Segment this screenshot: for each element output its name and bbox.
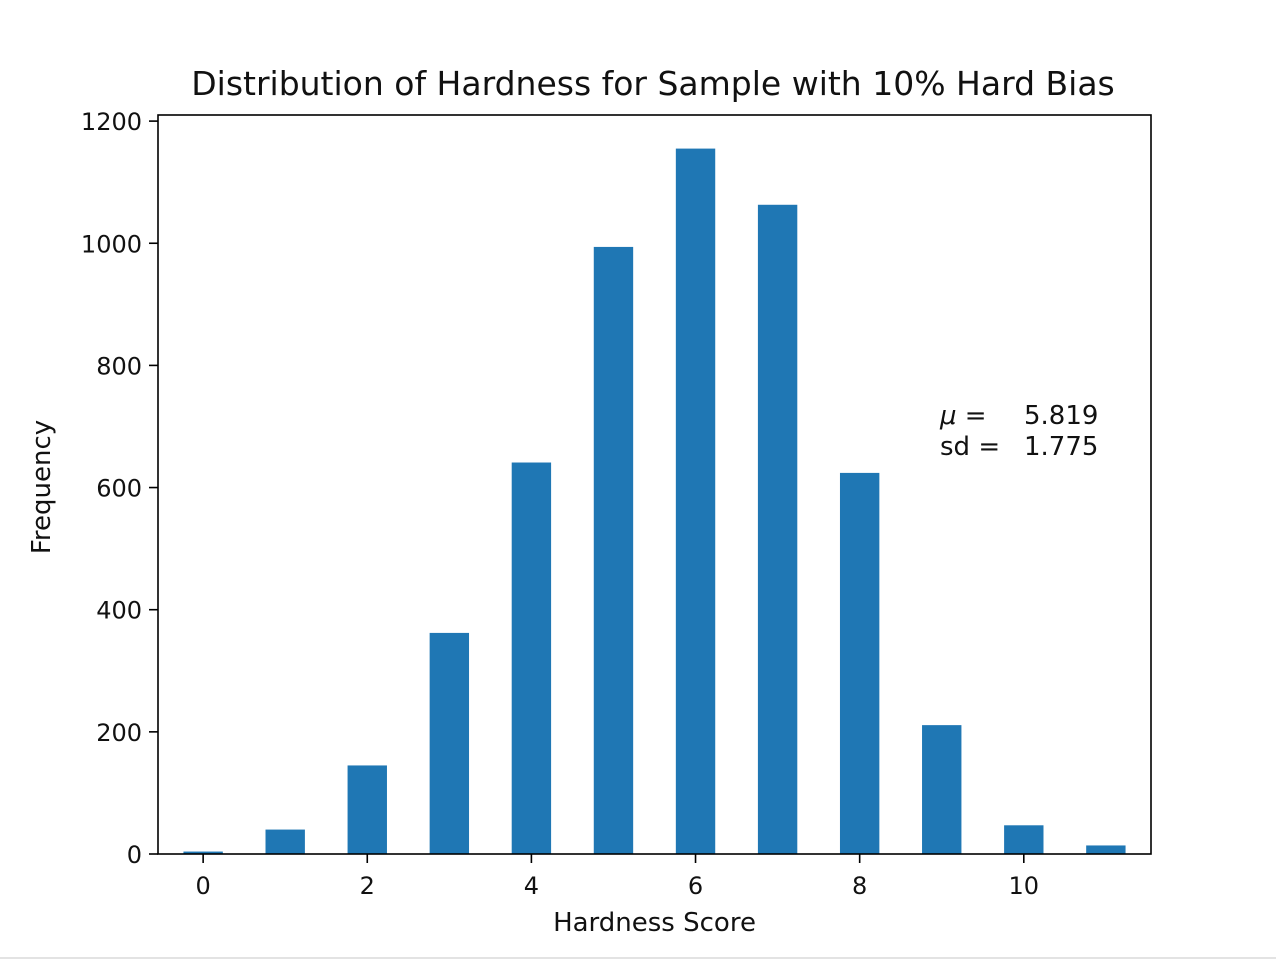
bar-11 <box>1086 845 1126 854</box>
y-tick-label-0: 0 <box>127 841 142 869</box>
y-tick-label-800: 800 <box>96 352 142 380</box>
x-tick-label-8: 8 <box>852 872 867 900</box>
bar-0 <box>183 851 223 854</box>
bar-8 <box>839 472 880 854</box>
bar-7 <box>757 204 798 854</box>
x-tick-label-2: 2 <box>360 872 375 900</box>
bar-5 <box>593 246 634 854</box>
bottom-divider <box>0 957 1276 959</box>
x-tick-label-6: 6 <box>688 872 703 900</box>
y-tick-label-200: 200 <box>96 719 142 747</box>
x-axis-label: Hardness Score <box>553 908 756 938</box>
y-axis-ticks: 0 200 400 600 800 1000 1200 <box>81 108 158 869</box>
bar-3 <box>429 632 470 854</box>
y-axis-label: Frequency <box>27 420 57 554</box>
y-tick-label-400: 400 <box>96 597 142 625</box>
x-tick-label-10: 10 <box>1009 872 1040 900</box>
x-tick-label-4: 4 <box>524 872 539 900</box>
bar-4 <box>511 462 552 854</box>
y-tick-label-1200: 1200 <box>81 108 142 136</box>
mu-value: 5.819 <box>1024 401 1098 431</box>
bar-6 <box>675 148 716 854</box>
sd-value: 1.775 <box>1024 432 1098 462</box>
bars-group <box>183 148 1126 854</box>
chart-title: Distribution of Hardness for Sample with… <box>191 64 1114 103</box>
bar-10 <box>1004 825 1044 854</box>
bar-9 <box>922 725 962 854</box>
plot-frame <box>157 114 1152 855</box>
sd-label: sd = <box>940 432 1000 462</box>
stats-annotation: μ = 5.819 sd = 1.775 <box>939 401 1098 462</box>
bar-2 <box>347 765 387 854</box>
x-axis-ticks: 0 2 4 6 8 10 <box>195 854 1039 900</box>
y-tick-label-600: 600 <box>96 475 142 503</box>
bar-1 <box>265 829 305 854</box>
mu-label: μ = <box>939 401 987 431</box>
x-tick-label-0: 0 <box>195 872 210 900</box>
y-tick-label-1000: 1000 <box>81 230 142 258</box>
